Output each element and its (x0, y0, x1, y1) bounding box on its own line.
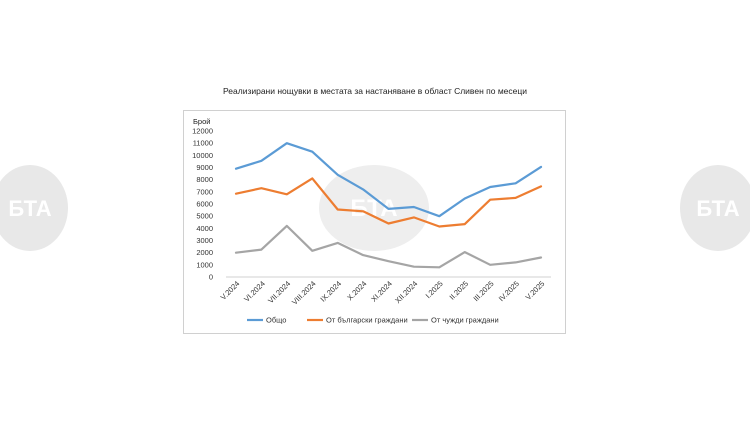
x-tick-label: VII.2024 (266, 279, 292, 305)
watermark-right: БТА (678, 163, 750, 258)
y-tick-label: 9000 (196, 163, 213, 172)
x-tick-label: IV.2025 (497, 279, 521, 303)
series-line-3 (234, 224, 543, 269)
series-lines (234, 142, 543, 269)
series-line-2 (234, 177, 543, 228)
y-tick-label: 4000 (196, 224, 213, 233)
y-tick-label: 11000 (193, 139, 213, 148)
legend-label: Общо (266, 316, 286, 325)
x-tick-label: VI.2024 (242, 279, 267, 304)
x-tick-label: IX.2024 (318, 279, 343, 304)
y-tick-label: 3000 (196, 236, 213, 245)
y-axis-ticks: 0 1000 2000 3000 4000 5000 6000 7000 8000 9000 100… (192, 127, 551, 282)
x-tick-label: XI.2024 (369, 279, 394, 304)
y-tick-label: 10000 (192, 151, 213, 160)
chart-frame (183, 110, 566, 334)
series-line-1 (234, 142, 543, 218)
y-tick-label: 8000 (196, 175, 213, 184)
y-axis-label: Брой (193, 117, 210, 126)
watermark-left-text: БТА (8, 196, 51, 221)
watermark-right-text: БТА (696, 196, 739, 221)
y-tick-label: 2000 (196, 248, 213, 257)
x-tick-label: XII.2024 (393, 279, 419, 305)
y-tick-label: 1000 (196, 260, 213, 269)
legend: Общо От български граждани От чужди гражда… (247, 316, 499, 325)
x-tick-label: III.2025 (472, 279, 496, 303)
y-tick-label: 6000 (196, 200, 213, 209)
x-tick-label: II.2025 (448, 279, 471, 302)
legend-label: От български граждани (326, 316, 408, 325)
y-tick-label: 5000 (196, 212, 213, 221)
y-tick-label: 12000 (192, 127, 213, 136)
watermark-left: БТА (0, 163, 70, 258)
y-tick-label: 0 (209, 273, 213, 282)
x-tick-label: VIII.2024 (290, 279, 318, 307)
x-tick-label: V.2025 (524, 279, 547, 302)
x-tick-label: X.2024 (345, 279, 368, 302)
legend-label: От чужди граждани (431, 316, 499, 325)
chart-title: Реализирани нощувки в местата за настаня… (223, 86, 527, 96)
x-tick-label: I.2025 (424, 279, 445, 300)
x-tick-label: V.2024 (219, 279, 242, 302)
y-tick-label: 7000 (196, 187, 213, 196)
